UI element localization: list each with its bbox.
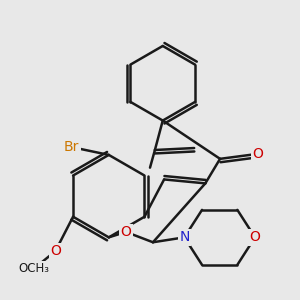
Text: OCH₃: OCH₃ xyxy=(18,262,49,275)
Text: N: N xyxy=(179,230,190,244)
Text: Br: Br xyxy=(64,140,79,154)
Text: O: O xyxy=(121,225,131,239)
Text: O: O xyxy=(252,147,263,161)
Text: O: O xyxy=(250,230,260,244)
Text: O: O xyxy=(50,244,61,258)
